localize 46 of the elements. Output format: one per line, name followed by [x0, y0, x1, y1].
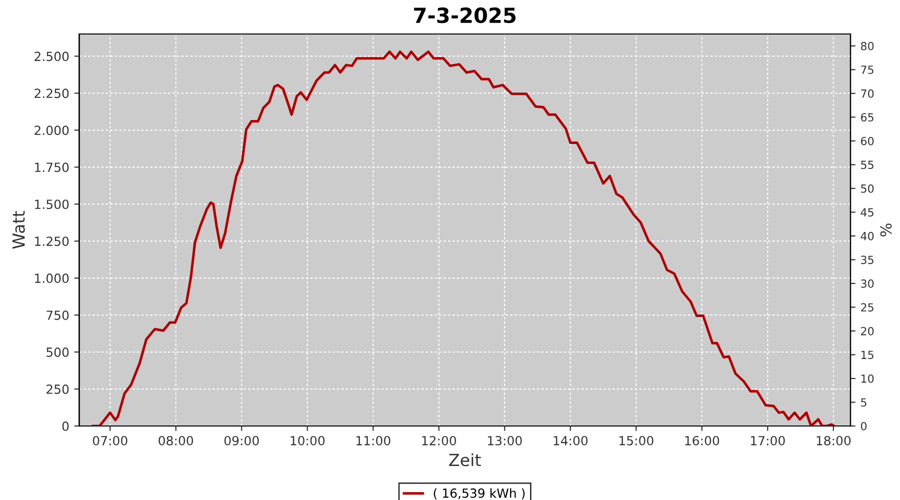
y-tick-label: 750 — [46, 310, 69, 320]
x-tick-label: 15:00 — [620, 436, 654, 446]
x-axis-title: Zeit — [449, 453, 481, 466]
y2-tick-label: 25 — [861, 303, 874, 312]
y-tick-label: 0 — [62, 421, 69, 431]
x-tick-label: 16:00 — [685, 436, 720, 446]
y2-axis-title: % — [880, 224, 892, 236]
y2-tick-label: 65 — [861, 113, 874, 122]
y2-tick-label: 10 — [861, 374, 874, 383]
x-tick-label: 08:00 — [158, 436, 194, 446]
y-axis-title: Watt — [12, 211, 25, 249]
line-series — [92, 50, 836, 426]
x-tick-label: 12:00 — [422, 436, 456, 446]
y2-tick-label: 75 — [861, 66, 874, 74]
x-tick-label: 07:00 — [92, 436, 128, 446]
x-tick-label: 14:00 — [554, 436, 588, 446]
x-tick-label: 11:00 — [356, 436, 390, 446]
y2-tick-label: 70 — [861, 89, 874, 98]
legend-label: ( 16,539 kWh ) — [434, 488, 525, 500]
chart-title: 7-3-2025 — [414, 7, 516, 24]
x-tick-label: 13:00 — [488, 436, 522, 446]
x-tick-label: 10:00 — [290, 436, 325, 446]
y-tick-label: 250 — [46, 384, 69, 394]
y-tick-label: 1.000 — [35, 274, 69, 283]
x-tick-label: 09:00 — [224, 436, 259, 446]
y2-tick-label: 0 — [860, 422, 867, 430]
y-tick-label: 1.750 — [35, 162, 69, 172]
y2-tick-label: 15 — [861, 350, 874, 360]
y-tick-label: 2.000 — [34, 126, 69, 136]
y2-tick-label: 60 — [861, 136, 874, 146]
x-tick-label: 17:00 — [751, 436, 785, 446]
y-tick-label: 500 — [46, 348, 69, 357]
y2-tick-label: 80 — [860, 42, 874, 50]
y2-tick-label: 20 — [861, 326, 874, 336]
y2-tick-label: 40 — [860, 232, 874, 240]
y2-tick-label: 55 — [861, 160, 874, 170]
y2-tick-label: 35 — [861, 256, 874, 264]
x-tick-label: 18:00 — [816, 436, 851, 446]
y-tick-label: 1.250 — [35, 236, 69, 246]
y-tick-label: 2.500 — [34, 52, 69, 62]
y2-tick-label: 45 — [860, 208, 874, 217]
y2-tick-label: 30 — [861, 279, 874, 288]
y2-tick-label: 5 — [861, 398, 866, 407]
y-tick-label: 1.500 — [35, 200, 69, 210]
y2-tick-label: 50 — [861, 184, 874, 193]
y-tick-label: 2.250 — [34, 88, 69, 98]
